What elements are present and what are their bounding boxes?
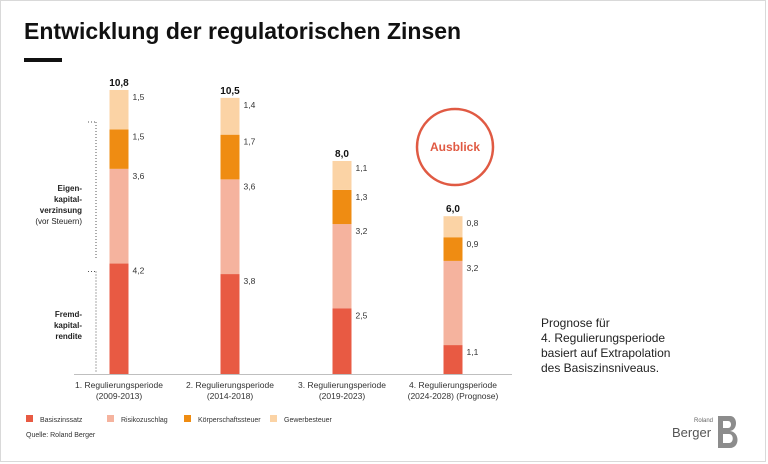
segment-value-label: 3,8: [244, 276, 256, 286]
bar-segment-4: [332, 160, 352, 190]
note-line: des Basiszinsniveaus.: [541, 361, 660, 375]
segment-value-label: 3,6: [133, 171, 145, 181]
segment-value-label: 1,1: [467, 347, 479, 357]
segment-value-label: 3,6: [244, 181, 256, 191]
logo-b-mark-icon: [718, 416, 738, 448]
bar-segment-3: [220, 134, 240, 180]
equity-side-label: Eigen-: [58, 184, 83, 193]
roland-berger-logo: Roland Berger: [672, 414, 742, 454]
segment-value-label: 3,2: [356, 226, 368, 236]
segment-value-label: 2,5: [356, 310, 368, 320]
equity-side-label: verzinsung: [40, 206, 82, 215]
forecast-note: Prognose für 4. Regulierungsperiode basi…: [541, 316, 741, 376]
bar-segment-3: [109, 129, 129, 169]
segment-value-label: 1,5: [133, 131, 145, 141]
bar-segment-4: [443, 216, 463, 238]
segment-value-label: 0,8: [467, 218, 479, 228]
outlook-label: Ausblick: [430, 140, 480, 154]
note-line: Prognose für: [541, 316, 610, 330]
debt-side-label: kapital-: [54, 321, 82, 330]
legend-label: Basiszinssatz: [40, 417, 83, 424]
bar-segment-1: [220, 274, 240, 374]
note-line: basiert auf Extrapolation: [541, 346, 671, 360]
bar-segment-1: [443, 345, 463, 374]
category-label: 2. Regulierungsperiode: [186, 380, 274, 390]
category-label: 3. Regulierungsperiode: [298, 380, 386, 390]
bar-total-label: 10,5: [220, 86, 240, 97]
segment-value-label: 1,7: [244, 137, 256, 147]
chart-title: Entwicklung der regulatorischen Zinsen: [24, 18, 462, 44]
logo-text-small: Roland: [694, 418, 714, 424]
logo-text-big: Berger: [672, 425, 712, 440]
bar-segment-2: [220, 179, 240, 275]
bar-segment-3: [332, 189, 352, 225]
bar-segment-1: [332, 308, 352, 374]
bar-segment-2: [443, 260, 463, 346]
segment-value-label: 1,3: [356, 192, 368, 202]
legend-swatch: [107, 415, 114, 422]
segment-value-label: 1,4: [244, 100, 256, 110]
category-label: 1. Regulierungsperiode: [75, 380, 163, 390]
bar-segment-1: [109, 263, 129, 374]
segment-value-label: 4,2: [133, 266, 145, 276]
debt-side-label: rendite: [55, 332, 82, 341]
bar-total-label: 8,0: [335, 149, 349, 160]
bar-segment-4: [109, 89, 129, 130]
category-label: (2024-2028) (Prognose): [408, 391, 499, 401]
category-label: 4. Regulierungsperiode: [409, 380, 497, 390]
legend-label: Gewerbesteuer: [284, 417, 333, 424]
bar-segment-2: [332, 224, 352, 309]
category-label: (2014-2018): [207, 391, 253, 401]
bar-total-label: 10,8: [109, 78, 129, 89]
legend-swatch: [270, 415, 277, 422]
category-label: (2019-2023): [319, 391, 365, 401]
segment-value-label: 1,1: [356, 163, 368, 173]
segment-value-label: 3,2: [467, 263, 479, 273]
bar-segment-4: [220, 97, 240, 135]
bar-total-label: 6,0: [446, 204, 460, 215]
title-underline: [24, 58, 62, 62]
legend-swatch: [26, 415, 33, 422]
segment-value-label: 1,5: [133, 92, 145, 102]
equity-side-label: kapital-: [54, 195, 82, 204]
bar-segment-2: [109, 168, 129, 264]
debt-side-label: Fremd-: [55, 310, 82, 319]
legend-label: Risikozuschlag: [121, 417, 168, 424]
legend-label: Körperschaftssteuer: [198, 417, 261, 424]
legend-swatch: [184, 415, 191, 422]
category-label: (2009-2013): [96, 391, 142, 401]
equity-side-label: (vor Steuern): [35, 217, 82, 226]
outlook-circle: [415, 107, 495, 187]
source-note: Quelle: Roland Berger: [26, 432, 96, 439]
note-line: 4. Regulierungsperiode: [541, 331, 666, 345]
bar-segment-3: [443, 237, 463, 261]
segment-value-label: 0,9: [467, 239, 479, 249]
